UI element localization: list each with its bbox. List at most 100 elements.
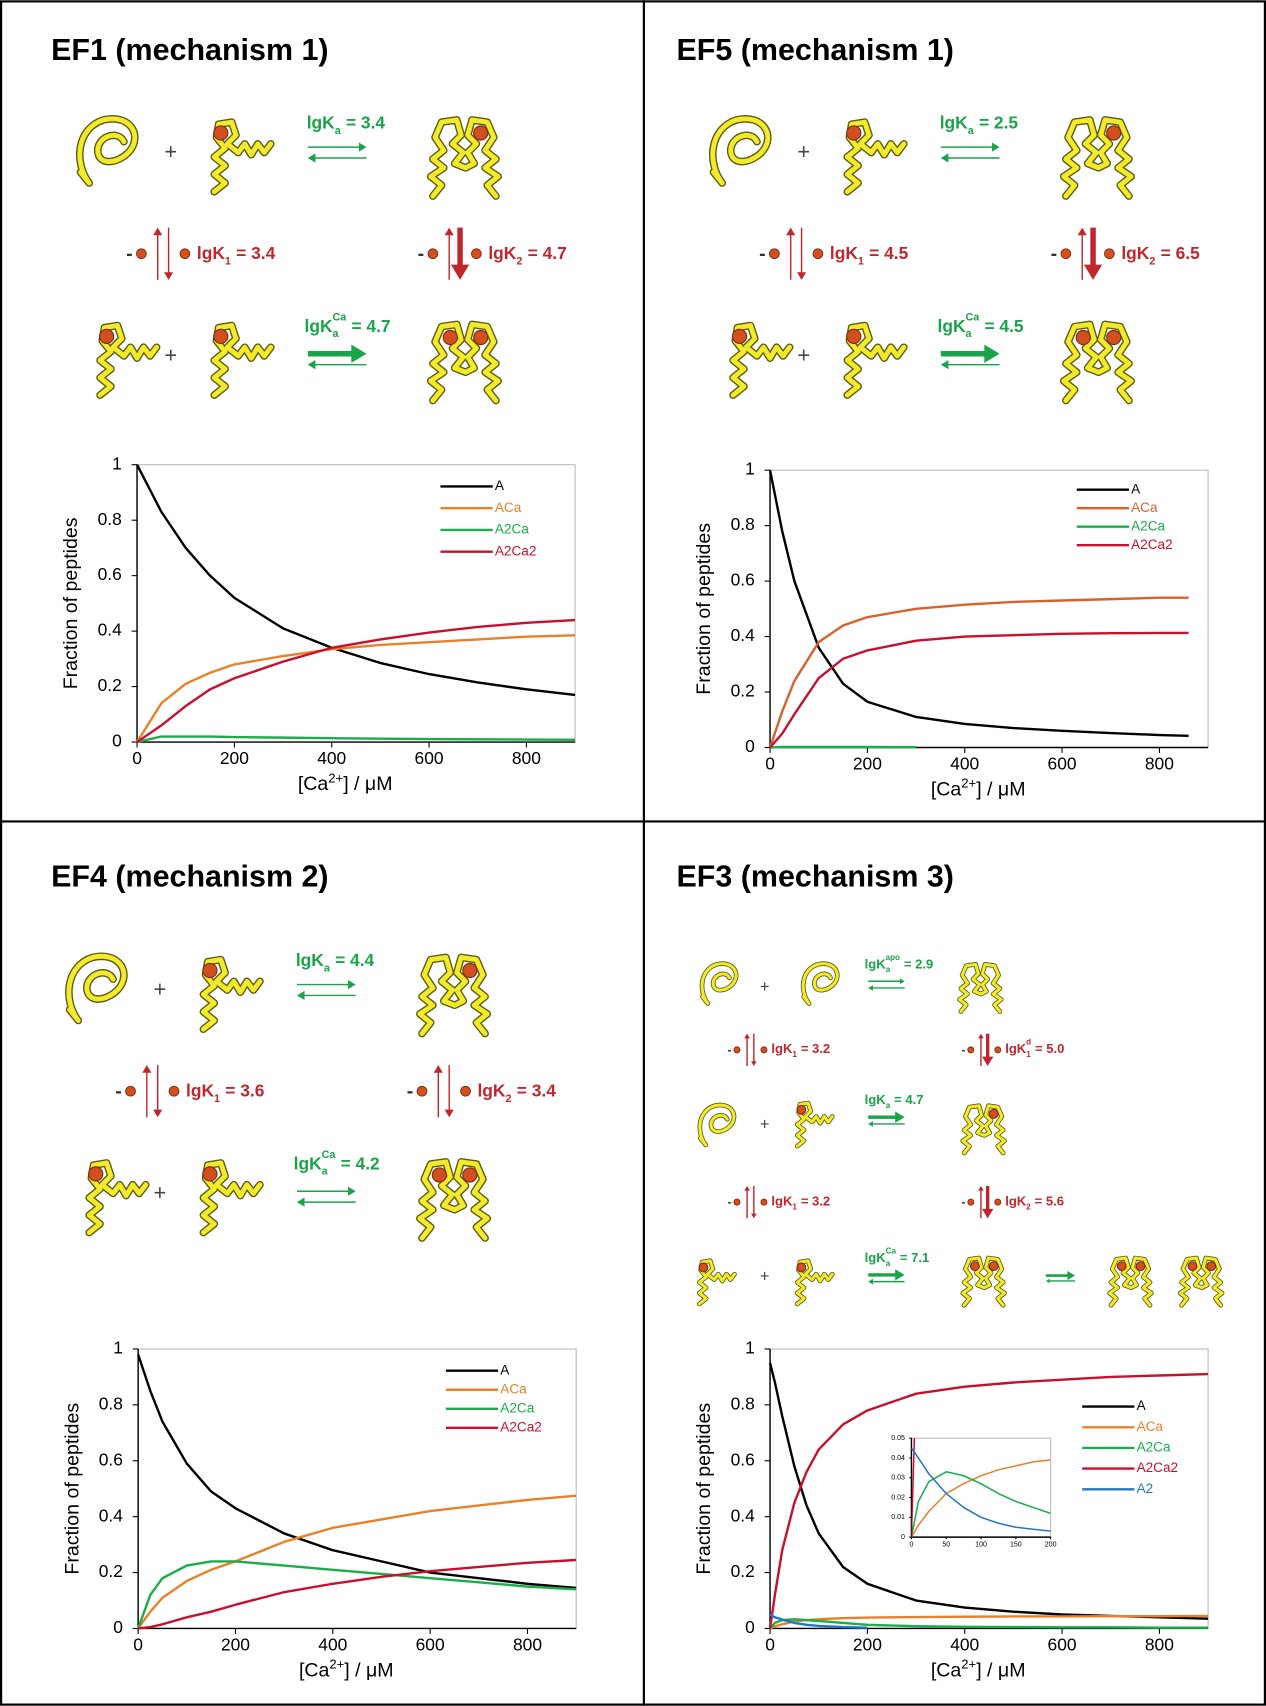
x-tick-label: 800 xyxy=(512,748,541,768)
x-tick-label: 600 xyxy=(1048,1635,1077,1655)
calcium-ion xyxy=(214,126,228,140)
x-tick-label: 400 xyxy=(318,1635,347,1655)
x-axis-label-sup: 2+ xyxy=(961,1657,976,1672)
x-axis-label: [Ca2+] / μM xyxy=(299,1657,394,1682)
minus-sign: - xyxy=(961,1043,965,1057)
constant-value: = 7.1 xyxy=(900,1250,929,1265)
constant-name: lgK xyxy=(294,1154,322,1174)
constant-name: lgK xyxy=(1005,1041,1027,1056)
y-tick-label: 0.4 xyxy=(731,625,756,645)
constant-subscript: 1 xyxy=(792,1202,797,1211)
calcium-ion xyxy=(968,1199,974,1205)
constant-subscript: 1 xyxy=(858,255,864,267)
constant-subscript: a xyxy=(966,328,973,340)
x-tick-label: 150 xyxy=(1010,1541,1022,1548)
y-tick-label: 0.8 xyxy=(731,1393,755,1413)
calcium-ion xyxy=(989,1109,998,1118)
calcium-ion xyxy=(461,1086,471,1096)
y-tick-label: 0 xyxy=(745,736,755,756)
constant-name: lgK xyxy=(197,243,225,263)
x-axis-label-part: [Ca xyxy=(298,773,329,795)
minus-sign: - xyxy=(728,1195,732,1209)
constant-name: lgK xyxy=(830,243,858,263)
x-axis-label-part: ] / μM xyxy=(976,1659,1025,1681)
figure: +lgKa= 3.4-lgK1= 3.4-lgK2= 4.7+lgKaCa= 4… xyxy=(0,0,1266,1706)
legend-label: A2Ca xyxy=(1131,518,1165,533)
calcium-ion xyxy=(443,330,457,344)
panel-title: EF4 (mechanism 2) xyxy=(51,860,328,894)
x-tick-label: 600 xyxy=(416,1635,445,1655)
constant-name: lgK xyxy=(1121,243,1149,263)
x-tick-label: 800 xyxy=(1145,754,1174,774)
x-tick-label: 50 xyxy=(942,1541,950,1548)
legend-label: ACa xyxy=(1131,500,1158,515)
constant-name: lgK xyxy=(771,1194,793,1209)
calcium-ion xyxy=(797,1105,806,1114)
y-axis-label: Fraction of peptides xyxy=(60,517,82,689)
plus-sign: + xyxy=(164,139,177,164)
constant-name: lgK xyxy=(1005,1194,1027,1209)
panel-title: EF5 (mechanism 1) xyxy=(677,33,954,67)
y-tick-label: 1 xyxy=(745,459,755,479)
calcium-ion xyxy=(463,1168,477,1182)
constant-value: = 4.5 xyxy=(869,243,908,263)
y-tick-label: 0 xyxy=(113,1617,123,1637)
outer-border xyxy=(1,1,1265,1704)
x-tick-label: 200 xyxy=(853,754,882,774)
x-axis-label-part: [Ca xyxy=(299,1659,330,1681)
y-tick-label: 0.2 xyxy=(731,681,755,701)
y-axis-label: Fraction of peptides xyxy=(61,1403,83,1575)
calcium-ion xyxy=(847,329,861,343)
minus-sign: - xyxy=(126,243,133,265)
y-tick-label: 0.4 xyxy=(731,1505,756,1525)
calcium-ion xyxy=(169,1086,179,1096)
constant-name: lgK xyxy=(488,243,516,263)
constant-name: lgK xyxy=(771,1041,793,1056)
constant-name: lgK xyxy=(296,950,324,970)
panel-title: EF1 (mechanism 1) xyxy=(51,33,328,67)
calcium-ion xyxy=(761,1199,767,1205)
x-tick-label: 600 xyxy=(1048,754,1077,774)
constant-subscript: a xyxy=(968,125,975,137)
calcium-ion xyxy=(733,329,747,343)
x-tick-label: 800 xyxy=(513,1635,542,1655)
plus-sign: + xyxy=(797,342,810,367)
calcium-ion xyxy=(968,1047,974,1053)
constant-subscript: 1 xyxy=(792,1050,797,1059)
x-axis-label-part: [Ca xyxy=(931,778,962,800)
calcium-ion xyxy=(734,1047,740,1053)
constant-subscript: a xyxy=(886,1259,891,1268)
calcium-ion xyxy=(995,1199,1001,1205)
calcium-ion xyxy=(1107,330,1121,344)
minus-sign: - xyxy=(407,1081,414,1103)
constant-name: lgK xyxy=(940,113,968,133)
constant-subscript: 2 xyxy=(516,255,522,267)
calcium-ion xyxy=(180,249,190,259)
equilibrium-constant: lgK1d= 5.0 xyxy=(1005,1038,1064,1059)
calcium-ion xyxy=(417,1086,427,1096)
constant-value: = 4.7 xyxy=(528,243,567,263)
constant-subscript: a xyxy=(333,328,340,340)
constant-name: lgK xyxy=(305,316,333,336)
data-line xyxy=(770,747,916,748)
constant-superscript: apo xyxy=(886,953,900,962)
calcium-ion xyxy=(214,329,228,343)
calcium-ion xyxy=(989,1262,998,1271)
plus-sign: + xyxy=(154,1180,167,1205)
calcium-ion xyxy=(428,249,438,259)
constant-superscript: Ca xyxy=(322,1149,337,1161)
constant-value: = 6.5 xyxy=(1161,243,1200,263)
minus-sign: - xyxy=(759,243,766,265)
calcium-ion xyxy=(995,1047,1001,1053)
constant-value: = 4.4 xyxy=(335,950,374,970)
constant-name: lgK xyxy=(938,316,966,336)
x-axis-label: [Ca2+] / μM xyxy=(931,1657,1026,1682)
calcium-ion xyxy=(203,963,217,977)
y-tick-label: 0.6 xyxy=(731,570,755,590)
calcium-ion xyxy=(471,249,481,259)
calcium-ion xyxy=(1104,249,1114,259)
constant-subscript: a xyxy=(886,1101,891,1110)
x-axis-label-part: ] / μM xyxy=(976,778,1025,800)
constant-name: lgK xyxy=(477,1081,505,1101)
x-tick-label: 0 xyxy=(909,1541,913,1548)
